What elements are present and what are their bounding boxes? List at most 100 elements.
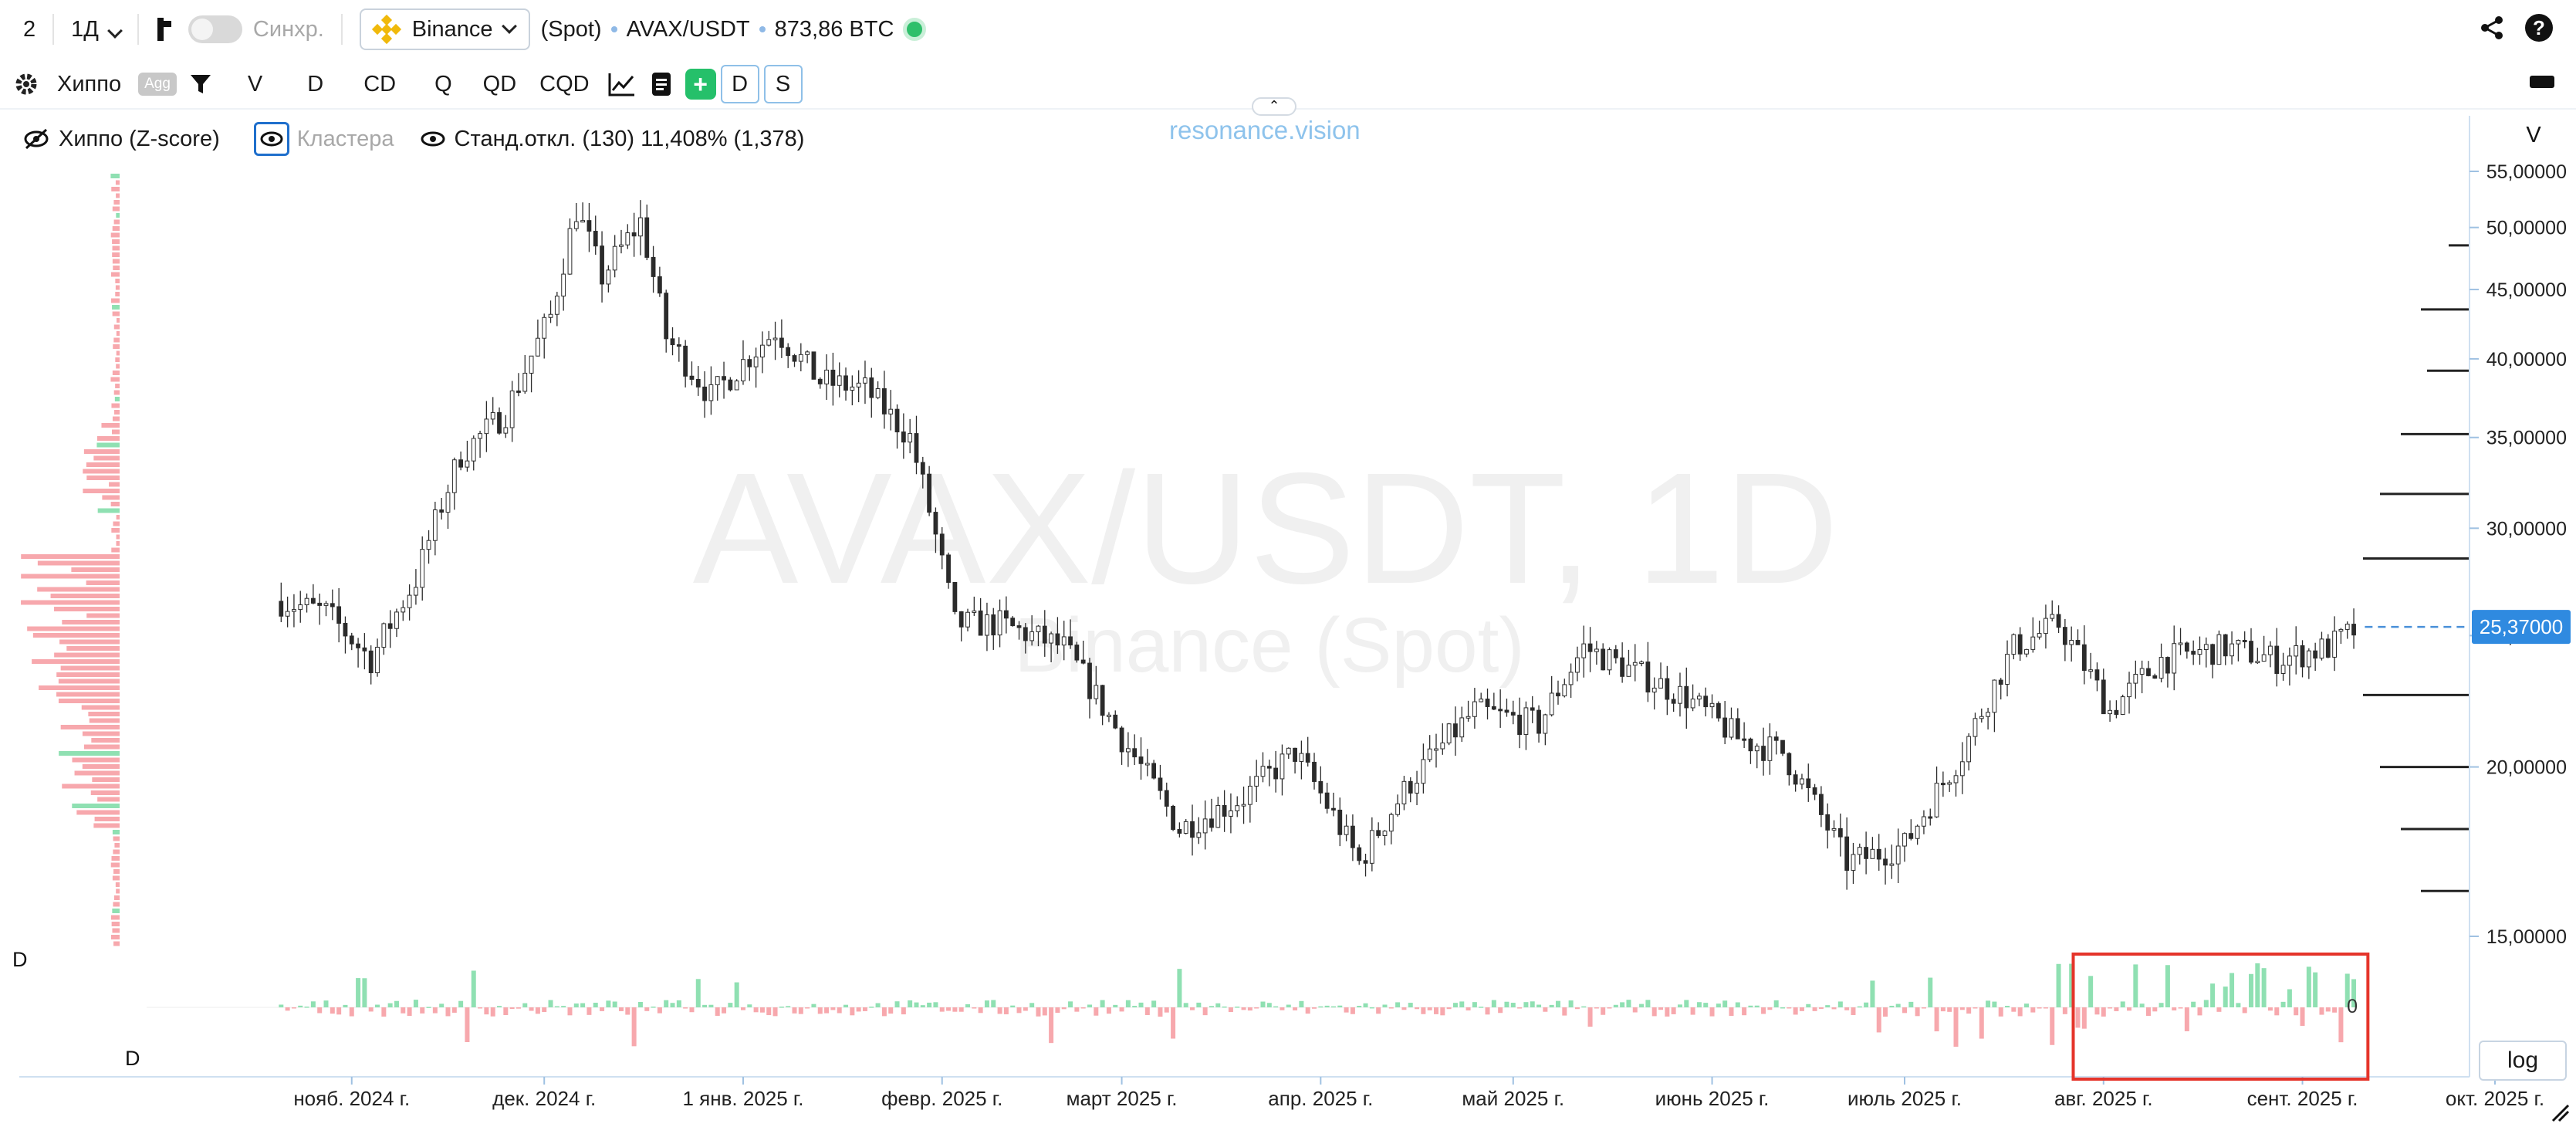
candle-body: [1825, 814, 1831, 831]
candle-body: [1286, 747, 1291, 755]
line-chart-icon[interactable]: [608, 72, 636, 96]
delta-bar: [772, 1007, 778, 1017]
axes: V D D 0: [12, 116, 2541, 1078]
delta-bar: [792, 1007, 797, 1014]
document-icon[interactable]: [651, 72, 671, 96]
btn-v[interactable]: V: [247, 71, 263, 96]
delta-bar: [2011, 1007, 2017, 1012]
candle-body: [1754, 746, 1760, 752]
agg-badge[interactable]: Agg: [138, 73, 177, 96]
candle-body: [1068, 636, 1073, 646]
candle-body: [1190, 821, 1195, 838]
candle-body: [567, 228, 573, 275]
delta-bar: [2069, 963, 2074, 1007]
delta-bar: [1857, 1006, 1862, 1008]
btn-cd[interactable]: CD: [363, 71, 397, 96]
delta-bar: [317, 1007, 323, 1014]
candle-body: [753, 356, 759, 367]
delta-bar: [1395, 1002, 1401, 1007]
watermark-exchange: Binance (Spot): [1014, 602, 1524, 689]
share-icon[interactable]: [2480, 15, 2503, 40]
btn-qd[interactable]: QD: [482, 71, 517, 96]
layout-count[interactable]: 2: [23, 16, 36, 42]
filter-icon[interactable]: [189, 73, 212, 96]
log-scale-button[interactable]: log: [2479, 1041, 2567, 1081]
interval-select[interactable]: 1Д: [71, 17, 123, 42]
profile-bar: [113, 902, 120, 907]
s-toggle-button[interactable]: S: [763, 65, 803, 103]
delta-bar: [2325, 1007, 2331, 1012]
drawing-tool-icon[interactable]: [156, 18, 173, 41]
delta-bar: [766, 1007, 772, 1016]
candle-body: [882, 388, 887, 415]
btn-d[interactable]: D: [307, 71, 324, 96]
delta-bar: [1895, 1003, 1901, 1007]
candle-body: [522, 372, 528, 392]
candle-body: [1254, 776, 1259, 787]
add-indicator-button[interactable]: +: [685, 69, 716, 100]
candle-body: [2184, 642, 2189, 652]
delta-bar: [439, 1003, 445, 1007]
delta-bar: [1190, 1007, 1195, 1010]
sync-toggle[interactable]: [188, 15, 242, 43]
resize-handle-icon[interactable]: [2550, 1102, 2570, 1122]
eye-icon[interactable]: [421, 130, 445, 147]
candle-body: [561, 273, 566, 297]
watermark-pair: AVAX/USDT, 1D: [693, 440, 1839, 617]
delta-bar: [1485, 1007, 1490, 1015]
candle-body: [1344, 825, 1349, 835]
profile-bar: [115, 292, 120, 296]
ruler-icon[interactable]: [2530, 76, 2554, 88]
delta-bar: [606, 1000, 611, 1007]
candle-body: [1562, 684, 1567, 697]
delta-bar: [779, 1007, 784, 1008]
delta-bar: [676, 1000, 681, 1007]
candle-body: [908, 433, 913, 443]
d-toggle-button[interactable]: D: [720, 65, 759, 103]
profile-bar: [83, 744, 120, 750]
btn-q[interactable]: Q: [434, 71, 452, 96]
candle-body: [2249, 641, 2253, 663]
delta-bar: [1979, 1007, 1984, 1039]
profile-bar: [113, 324, 120, 330]
delta-bar: [2197, 1007, 2202, 1016]
profile-bar: [115, 279, 120, 283]
delta-bar: [1055, 1007, 1060, 1014]
delta-bar: [2210, 983, 2216, 1007]
pair-label[interactable]: AVAX/USDT: [626, 16, 750, 42]
delta-bar: [1401, 1007, 1407, 1010]
delta-bar: [1928, 977, 1933, 1007]
delta-bar: [375, 1004, 380, 1007]
delta-bar: [894, 1001, 900, 1007]
gear-icon[interactable]: [14, 72, 39, 96]
candle-body: [1318, 780, 1323, 794]
help-icon[interactable]: ?: [2525, 14, 2553, 42]
collapse-toolbar-icon[interactable]: ⌃: [1252, 97, 1296, 116]
candle-body: [2197, 648, 2202, 655]
delta-bar: [1953, 1007, 1959, 1047]
delta-bar: [2062, 1007, 2067, 1014]
candle-body: [644, 217, 650, 258]
delta-bar: [631, 1007, 637, 1047]
profile-bar: [112, 909, 120, 913]
delta-bar: [1312, 1007, 1317, 1009]
candle-body: [1222, 804, 1227, 817]
indicator-name[interactable]: Хиппо: [57, 71, 122, 96]
candle-body: [2338, 628, 2344, 632]
candle-body: [426, 540, 431, 550]
delta-bar: [1171, 1007, 1176, 1039]
delta-bar: [908, 1000, 913, 1007]
candle-body: [786, 347, 791, 357]
clusters-visibility-button[interactable]: [253, 122, 289, 156]
btn-cqd[interactable]: CQD: [539, 71, 590, 96]
candle-body: [1787, 753, 1792, 776]
profile-bar: [112, 311, 120, 316]
eye-off-icon[interactable]: [23, 127, 49, 151]
candle-body: [1979, 716, 1984, 719]
candle-body: [375, 646, 380, 674]
profile-bar: [21, 554, 120, 559]
delta-bar: [1344, 1007, 1349, 1013]
exchange-select[interactable]: Binance: [359, 8, 530, 50]
delta-bar: [1023, 1007, 1028, 1011]
